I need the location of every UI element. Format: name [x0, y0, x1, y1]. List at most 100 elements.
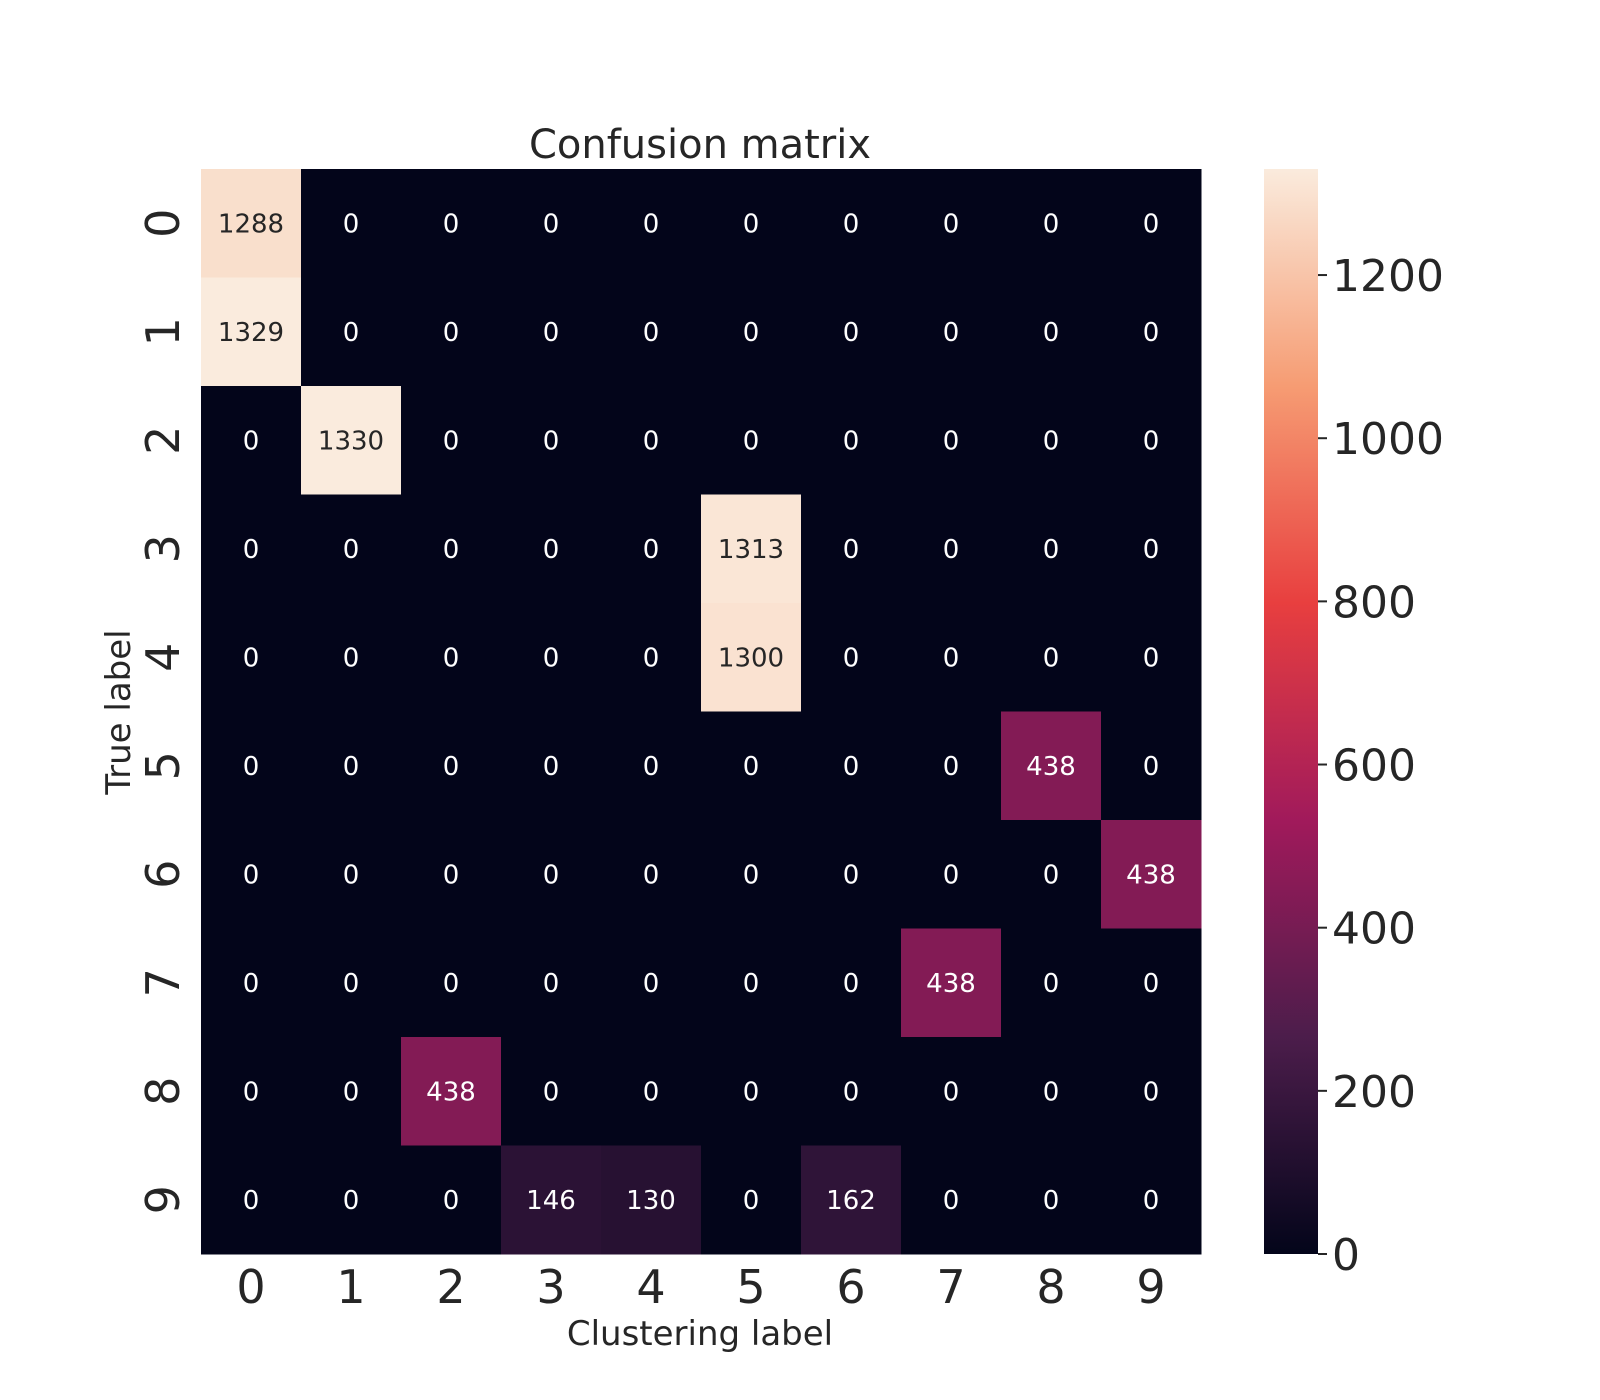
heatmap-cell — [501, 277, 602, 387]
cell-value-label: 0 — [543, 860, 560, 890]
x-tick-label: 7 — [936, 1260, 965, 1314]
x-tick-label: 6 — [836, 1260, 865, 1314]
colorbar-tick-label: 1200 — [1332, 251, 1444, 302]
heatmap-cell — [901, 928, 1002, 1038]
cell-value-label: 438 — [926, 969, 976, 999]
cell-value-label: 0 — [343, 318, 360, 348]
cell-value-label: 0 — [643, 1077, 660, 1107]
heatmap-cell — [901, 277, 1002, 387]
cell-value-label: 0 — [443, 643, 460, 673]
cell-value-label: 0 — [643, 318, 660, 348]
y-tick-label: 0 — [136, 209, 190, 238]
heatmap-cell — [401, 1145, 502, 1255]
heatmap-cell — [601, 603, 702, 712]
heatmap-cell — [601, 1145, 702, 1255]
heatmap-cell — [401, 928, 502, 1038]
cell-value-label: 0 — [1143, 318, 1160, 348]
heatmap-cell — [301, 1145, 402, 1255]
heatmap-cell — [1101, 603, 1202, 712]
heatmap-cell — [801, 169, 902, 278]
cell-value-label: 0 — [343, 209, 360, 239]
heatmap-cell — [901, 820, 1002, 929]
x-axis-label: Clustering label — [567, 1314, 833, 1354]
cell-value-label: 0 — [1143, 209, 1160, 239]
heatmap-cell — [401, 603, 502, 712]
heatmap-cell — [301, 277, 402, 387]
heatmap-cell — [401, 277, 502, 387]
heatmap-cell — [301, 1037, 402, 1146]
heatmap-cell — [901, 494, 1002, 604]
heatmap-cell — [501, 928, 602, 1038]
cell-value-label: 438 — [1026, 752, 1076, 782]
cell-value-label: 0 — [443, 535, 460, 565]
cell-value-label: 0 — [643, 643, 660, 673]
heatmap-cell — [301, 386, 402, 495]
colorbar-tick-label: 200 — [1332, 1067, 1416, 1118]
heatmap-cell — [1001, 386, 1102, 495]
cell-value-label: 0 — [1143, 1077, 1160, 1107]
heatmap-cell — [801, 1037, 902, 1146]
heatmap-cell — [901, 603, 1002, 712]
heatmap-cell — [601, 711, 702, 821]
chart-title: Confusion matrix — [529, 122, 871, 168]
cell-value-label: 0 — [243, 426, 260, 456]
heatmap-cell — [201, 603, 302, 712]
cell-value-label: 0 — [743, 752, 760, 782]
cell-value-label: 0 — [643, 860, 660, 890]
heatmap-cell — [701, 820, 802, 929]
x-tick-label: 1 — [336, 1260, 365, 1314]
heatmap-cell — [301, 494, 402, 604]
heatmap-cell — [601, 1037, 702, 1146]
cell-value-label: 0 — [543, 969, 560, 999]
cell-value-label: 0 — [843, 209, 860, 239]
cell-value-label: 0 — [643, 969, 660, 999]
heatmap-cell — [1001, 277, 1102, 387]
heatmap-cell — [801, 928, 902, 1038]
cell-value-label: 0 — [643, 209, 660, 239]
cell-value-label: 0 — [443, 209, 460, 239]
cell-value-label: 0 — [1043, 643, 1060, 673]
cell-value-label: 0 — [1043, 535, 1060, 565]
heatmap-cell — [1101, 1037, 1202, 1146]
cell-value-label: 0 — [343, 535, 360, 565]
cell-value-label: 438 — [426, 1077, 476, 1107]
heatmap-cell — [301, 928, 402, 1038]
heatmap-cell — [601, 386, 702, 495]
cell-value-label: 0 — [843, 643, 860, 673]
heatmap-cell — [1001, 1145, 1102, 1255]
heatmap-cell — [201, 820, 302, 929]
colorbar — [1264, 169, 1318, 1254]
cell-value-label: 0 — [543, 318, 560, 348]
colorbar-tick-label: 0 — [1332, 1230, 1360, 1281]
x-tick-label: 9 — [1136, 1260, 1165, 1314]
heatmap-cell — [401, 169, 502, 278]
colorbar-tick-label: 600 — [1332, 741, 1416, 792]
heatmap-cell — [701, 603, 802, 712]
cell-value-label: 0 — [343, 752, 360, 782]
heatmap-cell — [301, 169, 402, 278]
heatmap-cell — [1101, 1145, 1202, 1255]
cell-value-label: 438 — [1126, 860, 1176, 890]
heatmap-cell — [1101, 820, 1202, 929]
heatmap-cell — [601, 928, 702, 1038]
heatmap-cell — [701, 494, 802, 604]
cell-value-label: 0 — [1043, 860, 1060, 890]
cell-value-label: 146 — [526, 1186, 576, 1216]
heatmap-cell — [301, 711, 402, 821]
heatmap-cell — [501, 820, 602, 929]
y-tick-label: 4 — [136, 643, 190, 672]
cell-value-label: 0 — [1043, 426, 1060, 456]
cell-value-label: 162 — [826, 1186, 876, 1216]
heatmap-cell — [701, 1145, 802, 1255]
x-tick-label: 0 — [236, 1260, 265, 1314]
y-tick-label: 6 — [136, 860, 190, 889]
cell-value-label: 0 — [1143, 1186, 1160, 1216]
y-tick-label: 5 — [136, 751, 190, 780]
heatmap-cell — [201, 1145, 302, 1255]
cell-value-label: 1330 — [318, 426, 384, 456]
cell-value-label: 0 — [1143, 643, 1160, 673]
cell-value-label: 0 — [243, 860, 260, 890]
heatmap-cell — [701, 1037, 802, 1146]
colorbar-ticks: 0 200 400 600 800 1000 1200 — [1318, 251, 1444, 1281]
heatmap-cell — [801, 1145, 902, 1255]
